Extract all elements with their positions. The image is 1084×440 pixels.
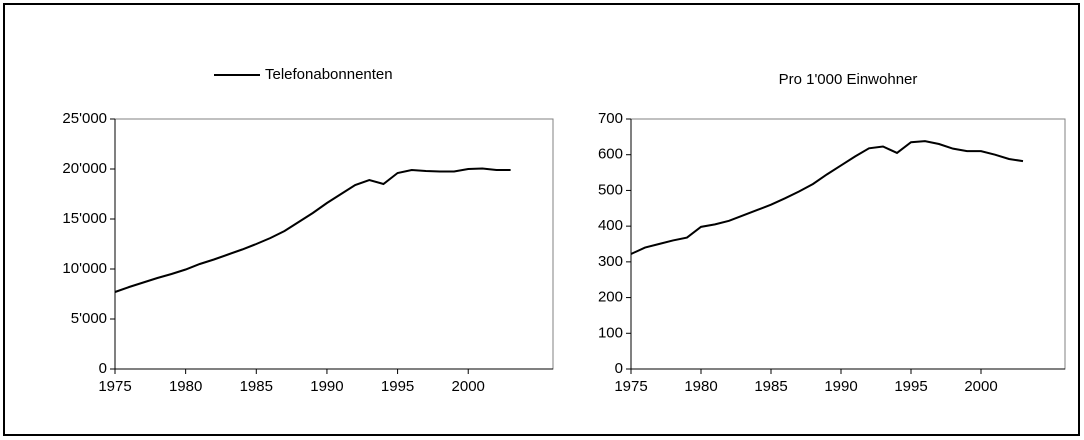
x-tick-label: 1995 bbox=[894, 378, 927, 395]
data-line bbox=[114, 167, 511, 293]
chart-title: Pro 1'000 Einwohner bbox=[779, 71, 918, 88]
x-tick-label: 2000 bbox=[964, 378, 997, 395]
x-tick-label: 1980 bbox=[169, 378, 202, 395]
y-tick-label: 5'000 bbox=[71, 310, 107, 327]
y-tick-label: 0 bbox=[99, 360, 107, 377]
x-tick-label: 1980 bbox=[684, 378, 717, 395]
plot-area bbox=[114, 118, 554, 370]
y-tick-label: 100 bbox=[598, 324, 623, 341]
x-tick-label: 1990 bbox=[824, 378, 857, 395]
x-tick-label: 2000 bbox=[452, 378, 485, 395]
legend-label: Telefonabonnenten bbox=[265, 66, 393, 83]
x-tick-label: 1990 bbox=[310, 378, 343, 395]
y-tick-label: 600 bbox=[598, 146, 623, 163]
y-tick-label: 200 bbox=[598, 289, 623, 306]
y-tick-label: 400 bbox=[598, 217, 623, 234]
x-tick-label: 1985 bbox=[754, 378, 787, 395]
y-tick-label: 500 bbox=[598, 181, 623, 198]
x-tick-label: 1995 bbox=[381, 378, 414, 395]
y-tick-label: 20'000 bbox=[62, 160, 107, 177]
x-tick-label: 1985 bbox=[240, 378, 273, 395]
y-tick-label: 700 bbox=[598, 110, 623, 127]
y-tick-label: 10'000 bbox=[62, 260, 107, 277]
data-line bbox=[630, 140, 1024, 255]
y-tick-label: 0 bbox=[615, 360, 623, 377]
y-tick-label: 300 bbox=[598, 253, 623, 270]
x-tick-label: 1975 bbox=[614, 378, 647, 395]
x-tick-label: 1975 bbox=[98, 378, 131, 395]
y-tick-label: 25'000 bbox=[62, 110, 107, 127]
y-tick-label: 15'000 bbox=[62, 210, 107, 227]
